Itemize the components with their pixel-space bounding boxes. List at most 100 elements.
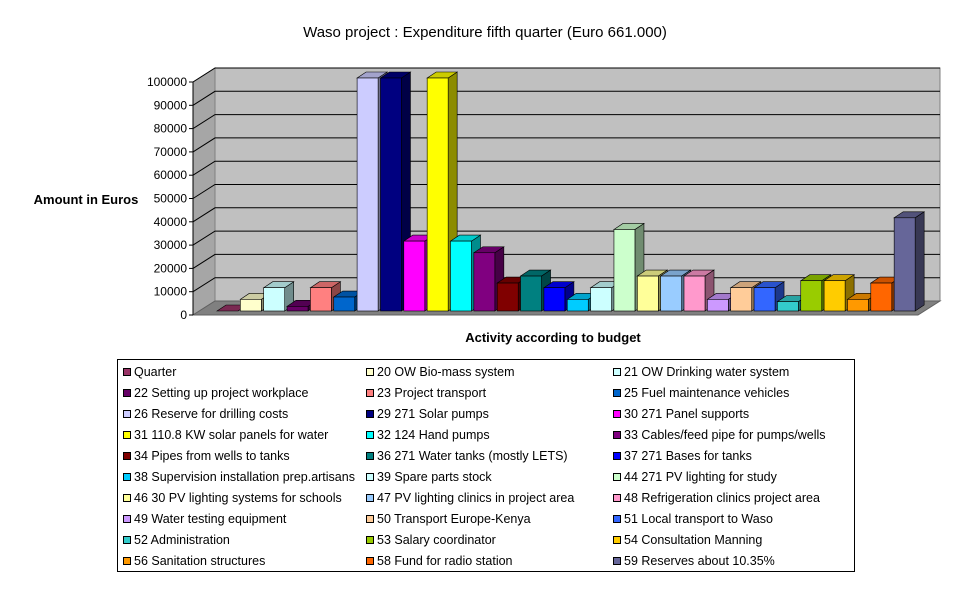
legend-label: Quarter xyxy=(134,365,177,379)
legend-label: 29 271 Solar pumps xyxy=(377,407,489,421)
legend-swatch xyxy=(123,494,131,502)
gridline xyxy=(192,67,940,83)
legend-swatch xyxy=(123,536,131,544)
bar xyxy=(310,287,332,312)
bar xyxy=(590,287,612,312)
y-tick-label: 0 xyxy=(180,308,187,322)
legend-swatch xyxy=(613,473,621,481)
bar xyxy=(730,287,753,312)
gridline xyxy=(192,137,940,153)
legend-swatch xyxy=(366,536,374,544)
bar xyxy=(473,252,496,312)
legend-label: 47 PV lighting clinics in project area xyxy=(377,491,575,505)
gridline xyxy=(192,160,940,176)
legend-swatch xyxy=(613,452,621,460)
legend-label: 21 OW Drinking water system xyxy=(624,365,790,379)
bar xyxy=(870,282,893,312)
bar xyxy=(333,296,356,312)
legend-swatch xyxy=(613,494,621,502)
legend-label: 50 Transport Europe-Kenya xyxy=(377,512,531,526)
legend-swatch xyxy=(123,368,131,376)
bar xyxy=(893,217,916,312)
gridline xyxy=(192,114,940,130)
bar xyxy=(240,299,262,312)
legend-label: 39 Spare parts stock xyxy=(377,470,492,484)
y-tick-label: 50000 xyxy=(154,192,188,206)
legend-swatch xyxy=(123,473,131,481)
legend-swatch xyxy=(613,431,621,439)
legend: Quarter 20 OW Bio-mass system 21 OW Drinki… xyxy=(117,359,855,572)
bar xyxy=(566,299,589,312)
y-tick-label: 70000 xyxy=(154,145,188,159)
legend-swatch xyxy=(366,410,374,418)
plot-area: 0 10000 20000 30000 40000 50000 60000 70000 8000… xyxy=(147,67,942,322)
legend-swatch xyxy=(613,410,621,418)
bar xyxy=(613,229,636,312)
bar xyxy=(286,306,309,312)
bar xyxy=(496,282,519,312)
legend-label: 51 Local transport to Waso xyxy=(624,512,773,526)
chart-title: Waso project : Expenditure fifth quarter… xyxy=(303,24,667,41)
bar xyxy=(380,77,402,312)
legend-swatch xyxy=(123,515,131,523)
bar xyxy=(683,275,706,312)
legend-label: 31 110.8 KW solar panels for water xyxy=(134,428,329,442)
bar xyxy=(800,280,823,312)
legend-label: 54 Consultation Manning xyxy=(624,533,763,547)
legend-swatch xyxy=(366,431,374,439)
y-tick-label: 40000 xyxy=(154,215,188,229)
bar xyxy=(426,77,449,312)
y-tick-label: 10000 xyxy=(154,285,188,299)
legend-label: 22 Setting up project workplace xyxy=(134,386,309,400)
bar xyxy=(847,299,869,312)
bar xyxy=(520,275,542,312)
legend-label: 20 OW Bio-mass system xyxy=(377,365,515,379)
bar xyxy=(403,240,426,312)
legend-label: 33 Cables/feed pipe for pumps/wells xyxy=(624,428,826,442)
gridline xyxy=(192,253,940,269)
y-tick-label: 30000 xyxy=(154,238,188,252)
legend-label: 37 271 Bases for tanks xyxy=(624,449,752,463)
legend-label: 48 Refrigeration clinics project area xyxy=(624,491,820,505)
legend-swatch xyxy=(123,452,131,460)
legend-swatch xyxy=(366,452,374,460)
bar xyxy=(823,280,846,312)
x-axis-label: Activity according to budget xyxy=(465,330,641,345)
bar xyxy=(450,240,472,312)
legend-label: 25 Fuel maintenance vehicles xyxy=(624,386,790,400)
legend-swatch xyxy=(613,368,621,376)
legend-label: 23 Project transport xyxy=(377,386,487,400)
legend-swatch xyxy=(366,557,374,565)
bar xyxy=(543,287,566,312)
legend-swatch xyxy=(123,557,131,565)
gridline xyxy=(192,90,940,106)
legend-label: 44 271 PV lighting for study xyxy=(624,470,777,484)
y-tick-label: 20000 xyxy=(154,261,188,275)
legend-label: 46 30 PV lighting systems for schools xyxy=(134,491,342,505)
legend-label: 52 Administration xyxy=(134,533,230,547)
y-axis-label: Amount in Euros xyxy=(34,192,139,207)
legend-label: 58 Fund for radio station xyxy=(377,554,513,568)
bar xyxy=(660,275,682,312)
legend-swatch xyxy=(123,410,131,418)
legend-swatch xyxy=(613,515,621,523)
legend-label: 30 271 Panel supports xyxy=(624,407,750,421)
gridline xyxy=(192,207,940,223)
legend-swatch xyxy=(613,557,621,565)
bar xyxy=(753,287,776,312)
legend-label: 56 Sanitation structures xyxy=(134,554,266,568)
legend-swatch xyxy=(366,473,374,481)
legend-label: 36 271 Water tanks (mostly LETS) xyxy=(377,449,568,463)
legend-label: 34 Pipes from wells to tanks xyxy=(134,449,290,463)
legend-label: 32 124 Hand pumps xyxy=(377,428,490,442)
gridline xyxy=(192,184,940,199)
legend-label: 26 Reserve for drilling costs xyxy=(134,407,289,421)
bar xyxy=(636,275,659,312)
bar xyxy=(356,77,379,312)
legend-swatch xyxy=(366,389,374,397)
legend-swatch xyxy=(366,368,374,376)
legend-swatch xyxy=(366,494,374,502)
legend-swatch xyxy=(123,389,131,397)
legend-swatch xyxy=(123,431,131,439)
